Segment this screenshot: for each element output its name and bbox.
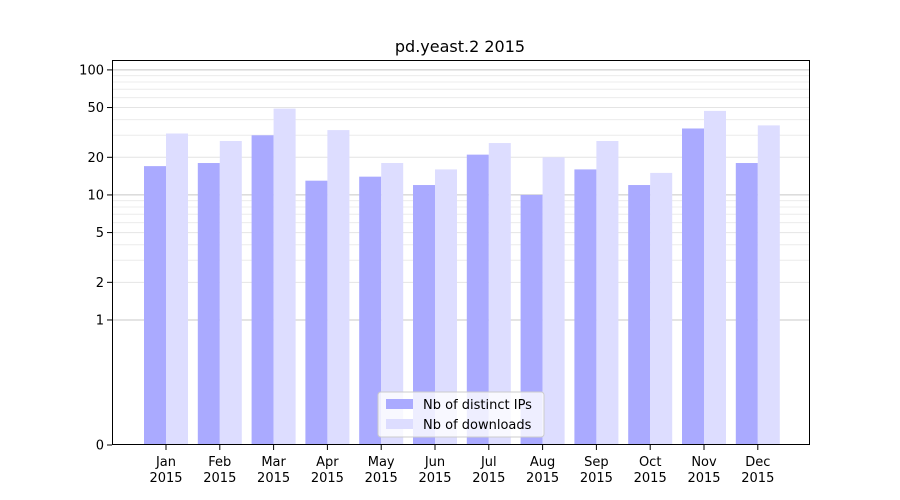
legend-box [377,391,545,438]
bar-distinct-ips [574,169,597,445]
legend-swatch [386,419,413,429]
bar-downloads [435,169,457,445]
x-tick-label-year: 2015 [418,471,451,486]
bar-distinct-ips [251,135,274,445]
y-tick-label: 0 [96,439,104,454]
bar-downloads [650,172,673,445]
x-axis: Jan2015Feb2015Mar2015Apr2015May2015Jun20… [149,445,774,486]
bar-downloads [219,140,242,445]
x-tick-label-year: 2015 [634,471,667,486]
y-tick-label: 2 [96,276,104,291]
bar-distinct-ips [466,154,489,446]
x-tick-label-month: Jan [155,455,176,470]
x-tick-label-year: 2015 [311,471,344,486]
bar-downloads [488,143,511,445]
x-tick-label-month: Nov [691,455,717,470]
legend: Nb of distinct IPs Nb of downloads [377,391,545,438]
bar-downloads [757,125,780,445]
y-tick-label: 1 [96,313,104,328]
x-tick-label-month: Mar [261,455,286,470]
bar-downloads [381,163,404,445]
bars [144,108,780,446]
y-tick-label: 10 [87,188,104,203]
x-tick-label-month: Feb [208,455,231,470]
bar-distinct-ips [682,128,704,445]
x-tick-label-month: Jul [480,455,497,470]
legend-label: Nb of distinct IPs [423,398,532,413]
bar-distinct-ips [520,194,543,445]
x-tick-label-year: 2015 [526,471,559,486]
bar-distinct-ips [305,180,328,445]
bar-downloads [542,157,565,445]
y-axis: 0 1 2 5 10 20 50 100 [79,63,112,454]
chart-title: pd.yeast.2 2015 [395,37,525,56]
x-tick-label-year: 2015 [580,471,613,486]
bar-distinct-ips [144,166,166,445]
x-tick-label-month: Apr [316,455,339,470]
x-tick-label-month: Aug [530,455,555,470]
y-tick-label: 50 [87,101,104,116]
bar-distinct-ips [413,185,435,445]
x-tick-label-month: Jun [424,455,445,470]
x-tick-label-year: 2015 [365,471,398,486]
x-tick-label-month: May [368,455,395,470]
bar-distinct-ips [735,163,758,445]
plot-frame [112,60,810,445]
y-tick-label: 100 [79,63,104,78]
bar-distinct-ips [628,185,651,445]
bar-downloads [704,110,726,445]
x-tick-label-year: 2015 [257,471,290,486]
x-tick-label-year: 2015 [149,471,182,486]
bar-distinct-ips [359,176,382,445]
x-tick-label-year: 2015 [472,471,505,486]
y-tick-label: 5 [96,226,104,241]
bar-downloads [273,108,296,445]
x-tick-label-year: 2015 [741,471,774,486]
x-tick-label-year: 2015 [687,471,720,486]
legend-label: Nb of downloads [423,418,532,433]
y-tick-label: 20 [87,151,104,166]
x-tick-label-month: Oct [639,455,661,470]
bar-downloads [327,130,350,445]
bar-downloads [596,140,619,445]
bar-distinct-ips [197,163,220,445]
legend-swatch [386,399,413,409]
x-tick-label-month: Sep [584,455,609,470]
x-tick-label-year: 2015 [203,471,236,486]
bar-downloads [166,133,188,445]
x-tick-label-month: Dec [745,455,770,470]
